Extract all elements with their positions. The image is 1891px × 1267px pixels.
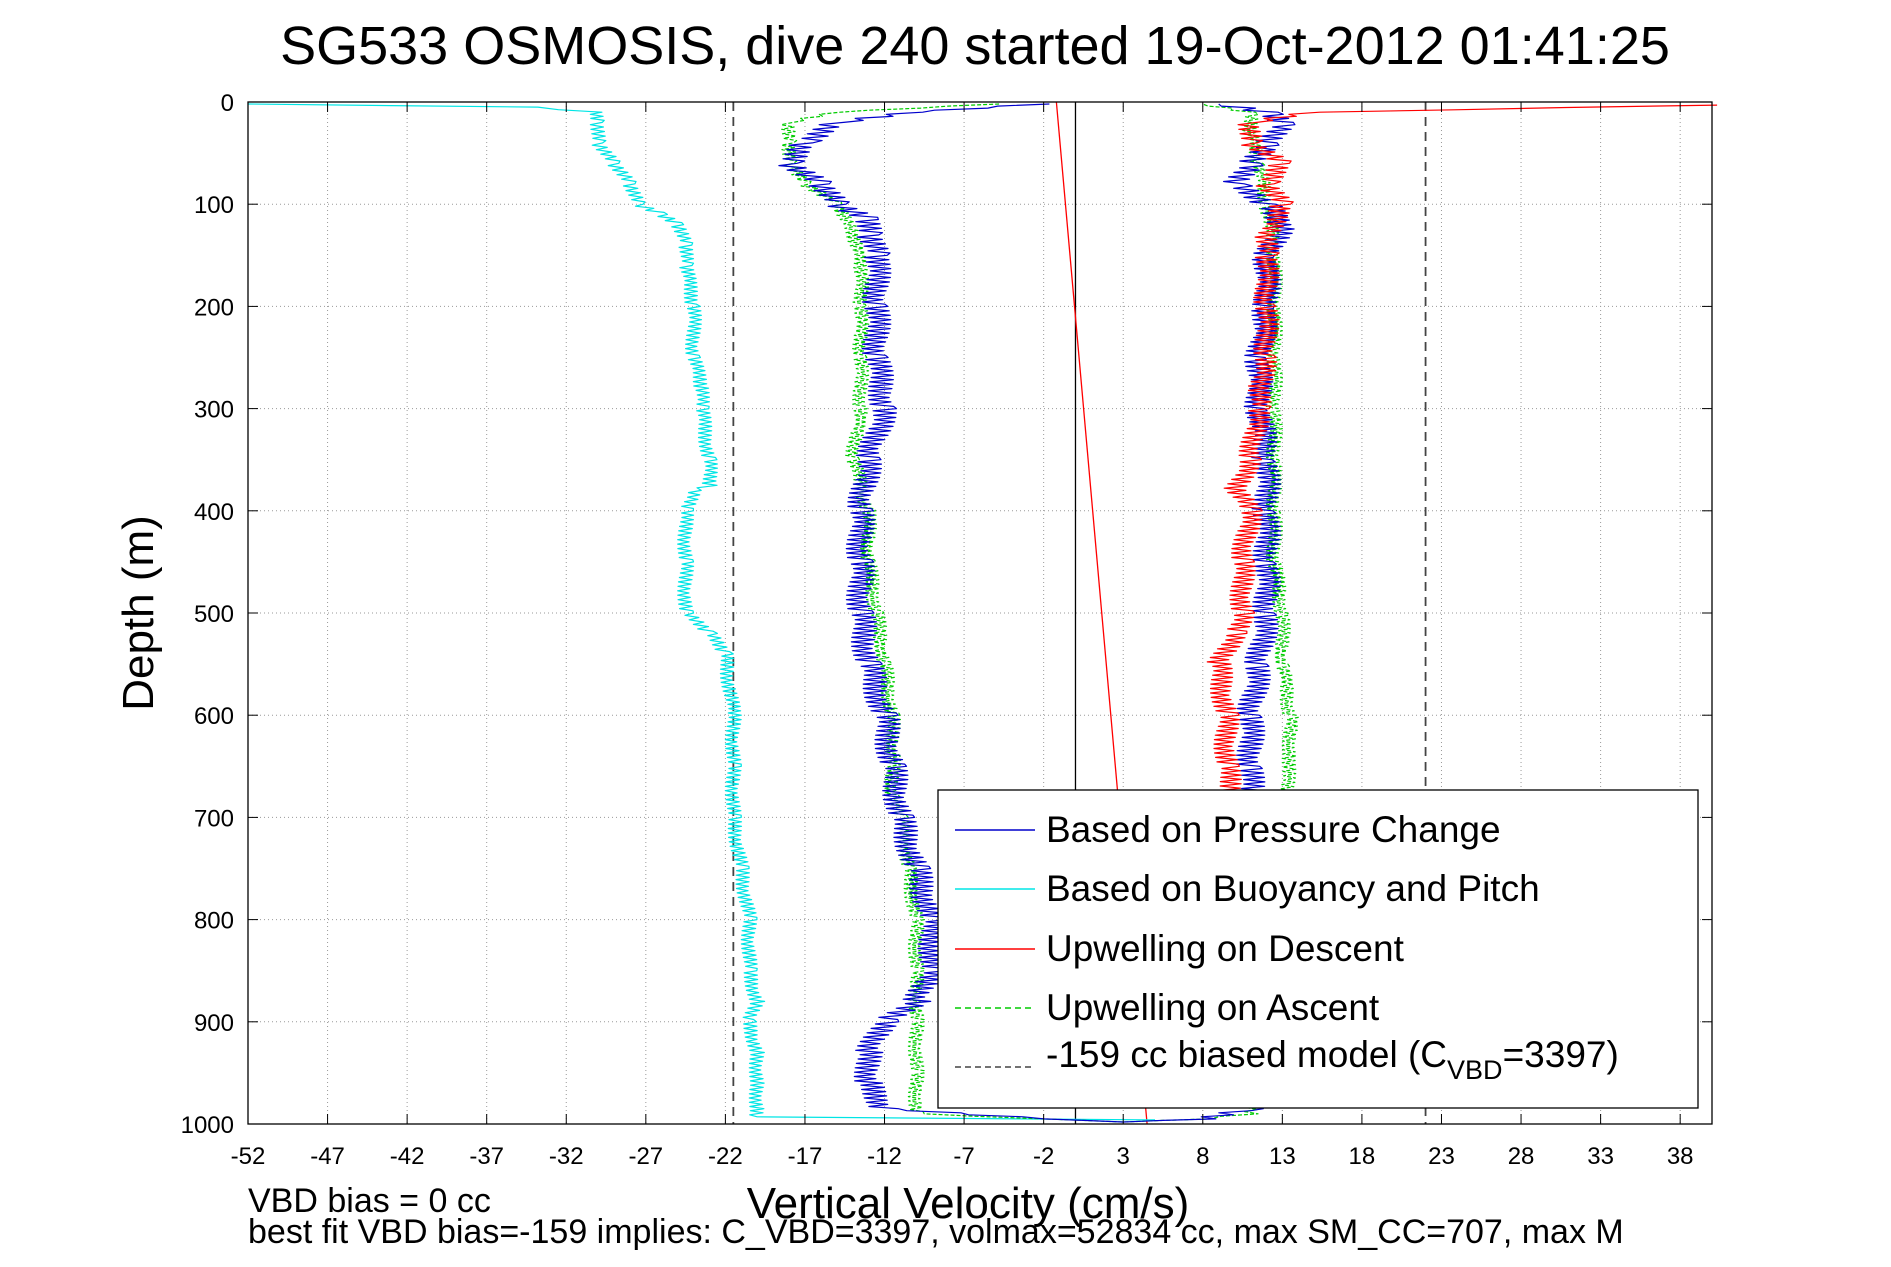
x-tick-label: -7 bbox=[953, 1143, 974, 1170]
x-tick-label: -17 bbox=[788, 1143, 823, 1170]
x-tick-label: -2 bbox=[1033, 1143, 1054, 1170]
legend-label-upwelling-descent: Upwelling on Descent bbox=[1046, 928, 1405, 969]
y-tick-label: 400 bbox=[194, 499, 234, 526]
best-fit-note: best fit VBD bias=-159 implies: C_VBD=33… bbox=[248, 1213, 1624, 1251]
x-axis-label: Vertical Velocity (cm/s) bbox=[747, 1179, 1190, 1228]
y-tick-label: 100 bbox=[194, 192, 234, 219]
x-tick-label: 28 bbox=[1508, 1143, 1535, 1170]
legend-label-biased-model-tail: =3397) bbox=[1503, 1034, 1619, 1075]
y-tick-label: 300 bbox=[194, 397, 234, 424]
x-tick-label: -47 bbox=[310, 1143, 345, 1170]
x-tick-label: -32 bbox=[549, 1143, 584, 1170]
x-tick-label: 33 bbox=[1587, 1143, 1614, 1170]
legend-label-biased-model-subscript: VBD bbox=[1447, 1055, 1503, 1085]
upwelling-ascent-series bbox=[780, 103, 1299, 1123]
legend: Based on Pressure Change Based on Buoyan… bbox=[937, 789, 1699, 1109]
x-tick-label: -12 bbox=[867, 1143, 902, 1170]
buoyancy-pitch-series bbox=[247, 103, 1156, 1121]
x-tick-label: -52 bbox=[231, 1143, 266, 1170]
x-tick-label: -22 bbox=[708, 1143, 743, 1170]
y-axis-ticks: 0 100 200 300 400 500 600 700 800 900 1000 bbox=[181, 90, 1712, 1139]
vbd-bias-note: VBD bias = 0 cc bbox=[248, 1182, 491, 1220]
y-tick-label: 1000 bbox=[181, 1112, 234, 1139]
chart-title: SG533 OSMOSIS, dive 240 started 19-Oct-2… bbox=[280, 16, 1670, 76]
y-tick-label: 700 bbox=[194, 805, 234, 832]
x-tick-label: 18 bbox=[1349, 1143, 1376, 1170]
y-tick-label: 600 bbox=[194, 703, 234, 730]
y-axis-label: Depth (m) bbox=[114, 515, 163, 711]
x-tick-label: 8 bbox=[1196, 1143, 1209, 1170]
y-tick-label: 0 bbox=[221, 90, 234, 117]
x-tick-label: -37 bbox=[469, 1143, 504, 1170]
legend-label-biased-model: -159 cc biased model (CVBD=3397) bbox=[1046, 1034, 1619, 1085]
legend-label-buoyancy-pitch: Based on Buoyancy and Pitch bbox=[1046, 868, 1540, 909]
y-tick-label: 900 bbox=[194, 1010, 234, 1037]
x-tick-label: 23 bbox=[1428, 1143, 1455, 1170]
legend-box bbox=[937, 789, 1699, 1109]
y-tick-label: 200 bbox=[194, 294, 234, 321]
legend-label-pressure-change: Based on Pressure Change bbox=[1046, 809, 1501, 850]
y-tick-label: 800 bbox=[194, 908, 234, 935]
x-tick-label: -42 bbox=[390, 1143, 425, 1170]
x-axis-ticks: -52 -47 -42 -37 -32 -27 -22 -17 -12 -7 -2 3 8 13 18 23 2… bbox=[231, 102, 1694, 1170]
legend-label-upwelling-ascent: Upwelling on Ascent bbox=[1046, 987, 1380, 1028]
x-tick-label: 13 bbox=[1269, 1143, 1296, 1170]
x-tick-label: -27 bbox=[628, 1143, 663, 1170]
y-tick-label: 500 bbox=[194, 601, 234, 628]
upwelling-descent-series bbox=[1206, 104, 1718, 798]
legend-label-biased-model-main: -159 cc biased model (C bbox=[1046, 1034, 1447, 1075]
x-tick-label: 38 bbox=[1667, 1143, 1694, 1170]
x-tick-label: 3 bbox=[1117, 1143, 1130, 1170]
